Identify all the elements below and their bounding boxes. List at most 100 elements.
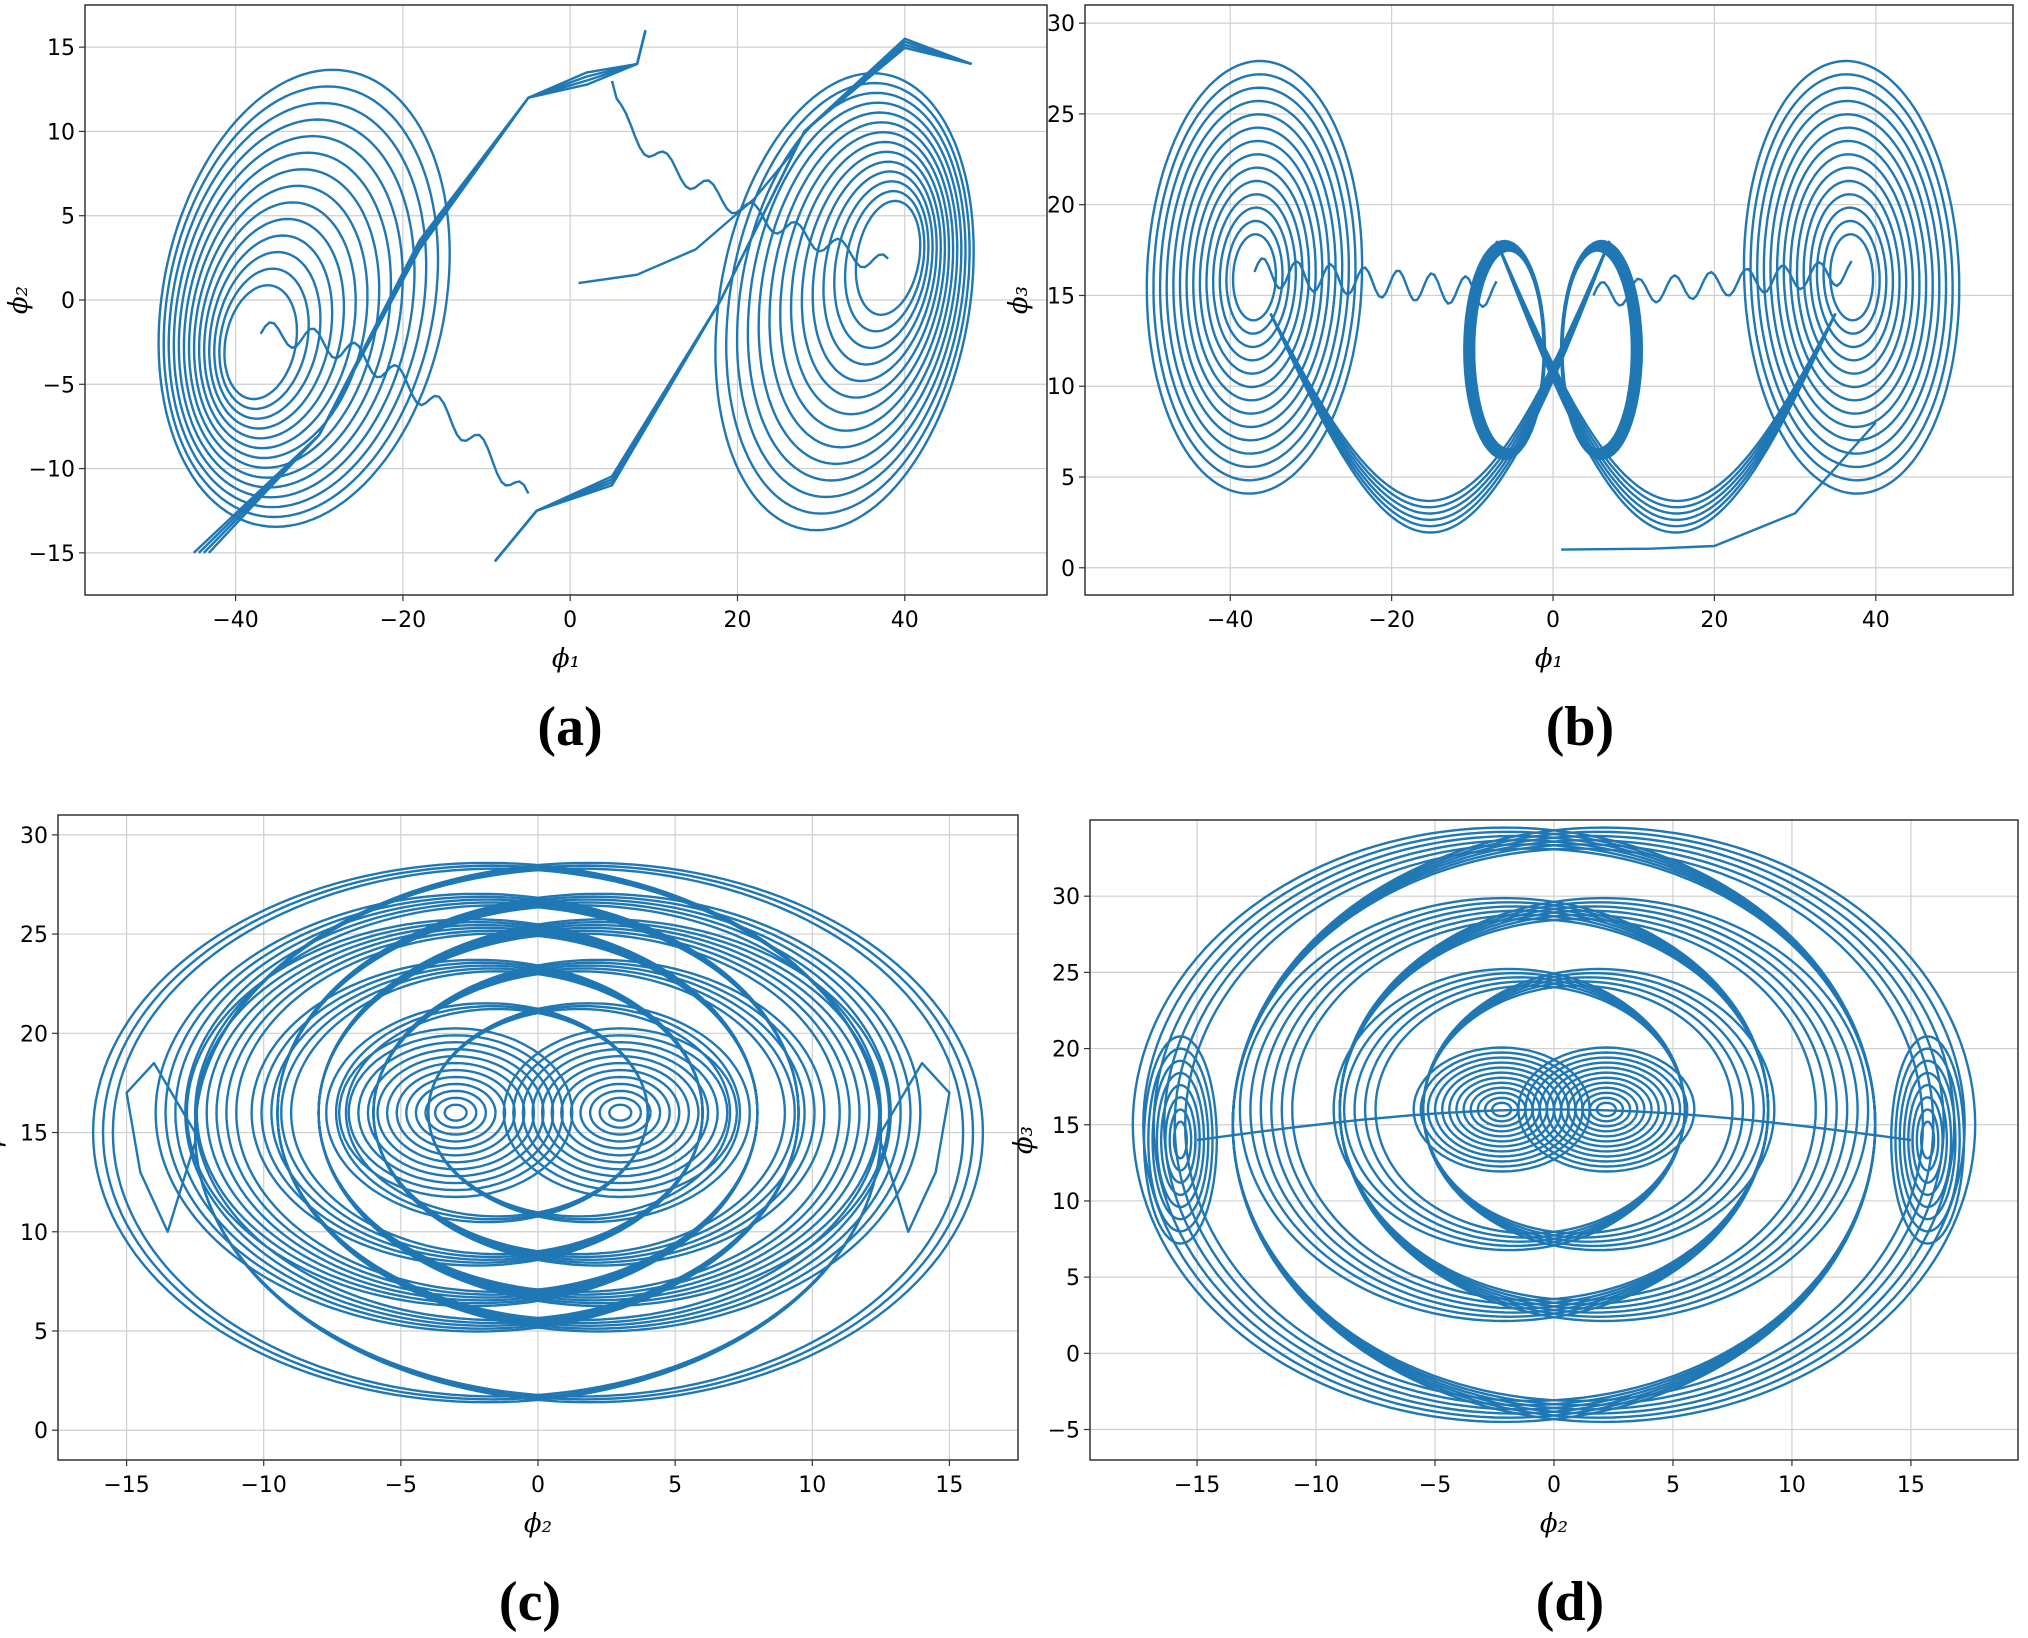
x-axis-label: ϕ₁ bbox=[1535, 644, 1563, 674]
y-tick-label: 25 bbox=[1047, 103, 1075, 128]
trajectory-line bbox=[1280, 913, 1770, 1306]
x-tick-label: 40 bbox=[1862, 608, 1890, 633]
trajectory-line bbox=[1495, 240, 1837, 503]
trajectory-line bbox=[337, 1027, 574, 1199]
trajectory-line bbox=[289, 970, 704, 1256]
y-axis-label: ϕ₃ bbox=[1009, 1126, 1039, 1154]
trajectory-line bbox=[1426, 1056, 1577, 1163]
trajectory-line bbox=[433, 1096, 478, 1129]
trajectory-line bbox=[164, 895, 800, 1330]
trajectory-line bbox=[1749, 73, 1954, 482]
trajectory-line bbox=[205, 923, 759, 1302]
trajectory-line bbox=[344, 1007, 649, 1218]
y-tick-label: 0 bbox=[34, 1419, 48, 1444]
trajectory-line bbox=[385, 1061, 526, 1164]
trajectory-line bbox=[512, 1034, 729, 1192]
trajectory-line bbox=[1756, 86, 1948, 469]
trajectory-line bbox=[218, 267, 310, 411]
trajectory-group bbox=[1131, 826, 1977, 1424]
trajectory-line bbox=[1178, 126, 1331, 429]
trajectory-line bbox=[1775, 126, 1928, 429]
trajectory-line bbox=[1158, 86, 1350, 469]
y-tick-label: 15 bbox=[47, 36, 75, 61]
x-tick-label: 0 bbox=[1546, 608, 1560, 633]
trajectory-line bbox=[372, 958, 826, 1267]
trajectory-line bbox=[203, 217, 346, 440]
trajectory-line bbox=[111, 867, 883, 1398]
trajectory-line bbox=[250, 958, 704, 1267]
trajectory-line bbox=[280, 967, 704, 1259]
x-tick-label: 5 bbox=[668, 1473, 682, 1498]
y-tick-label: 5 bbox=[1066, 1266, 1080, 1291]
x-tick-label: −10 bbox=[240, 1473, 286, 1498]
trajectory-line bbox=[1270, 909, 1770, 1310]
trajectory-line bbox=[325, 1002, 649, 1224]
trajectory-line bbox=[598, 1096, 643, 1129]
y-tick-label: 0 bbox=[1061, 557, 1075, 582]
trajectory-line bbox=[789, 140, 947, 416]
panel-label-a: (a) bbox=[537, 696, 603, 758]
trajectory-line bbox=[1911, 1096, 1944, 1184]
trajectory-line bbox=[768, 121, 955, 449]
trajectory-line bbox=[1829, 233, 1875, 322]
trajectory-line bbox=[207, 30, 647, 554]
trajectory-line bbox=[1795, 166, 1908, 389]
trajectory-line bbox=[427, 1002, 751, 1224]
x-axis-label: ϕ₁ bbox=[552, 644, 580, 674]
trajectory-line bbox=[608, 1103, 633, 1122]
trajectory-line bbox=[779, 131, 951, 432]
trajectory-line bbox=[1353, 976, 1687, 1243]
y-tick-label: 5 bbox=[1061, 466, 1075, 491]
y-tick-label: 10 bbox=[1052, 1190, 1080, 1215]
trajectory-line bbox=[1259, 905, 1770, 1314]
x-tick-label: −10 bbox=[1293, 1473, 1339, 1498]
trajectory-line bbox=[192, 184, 369, 460]
x-tick-label: 5 bbox=[1666, 1473, 1680, 1498]
chart-a: −40 −20 0 20 40 −15 −10 −5 0 5 10 15 ϕ₁ ϕ₂ bbox=[4, 4, 1048, 674]
trajectory-line bbox=[1592, 260, 1853, 307]
trajectory-line bbox=[1462, 1081, 1541, 1138]
trajectory-line bbox=[1173, 843, 1877, 1407]
trajectory-line bbox=[1894, 1047, 1961, 1233]
trajectory-line bbox=[1433, 1061, 1570, 1158]
x-tick-label: 10 bbox=[798, 1473, 826, 1498]
trajectory-line bbox=[531, 1048, 710, 1178]
trajectory-line bbox=[162, 85, 440, 519]
y-tick-label: 15 bbox=[1047, 284, 1075, 309]
trajectory-line bbox=[125, 1061, 197, 1233]
trajectory-line bbox=[1192, 153, 1317, 402]
trajectory-line bbox=[1742, 59, 1961, 495]
trajectory-line bbox=[357, 1041, 555, 1185]
trajectory-line bbox=[822, 170, 934, 366]
y-tick-label: 25 bbox=[1052, 961, 1080, 986]
x-tick-label: 10 bbox=[1778, 1473, 1806, 1498]
trajectory-line bbox=[493, 40, 973, 563]
trajectory-line bbox=[1172, 1120, 1188, 1160]
trajectory-line bbox=[1495, 240, 1837, 521]
trajectory-line bbox=[1374, 984, 1687, 1235]
trajectory-line bbox=[811, 160, 938, 383]
x-tick-label: 15 bbox=[935, 1473, 963, 1498]
trajectory-line bbox=[1168, 1108, 1193, 1172]
trajectory-line bbox=[1145, 59, 1364, 495]
gridlines bbox=[1085, 5, 2013, 595]
panel-c: −15 −10 −5 0 5 10 15 0 5 10 15 20 25 30 ϕ₂ ϕ₃ (c) bbox=[0, 790, 1060, 1638]
trajectory-line bbox=[317, 918, 891, 1308]
trajectory-line bbox=[1822, 219, 1881, 335]
y-tick-label: 10 bbox=[47, 120, 75, 145]
trajectory-line bbox=[502, 1027, 739, 1199]
trajectory-line bbox=[1898, 1059, 1957, 1221]
trajectory-line bbox=[1249, 901, 1770, 1318]
x-axis-label: ϕ₂ bbox=[524, 1509, 552, 1539]
trajectory-line bbox=[405, 1075, 507, 1150]
chart-d: −15 −10 −5 0 5 10 15 −5 0 5 10 15 20 25 30 ϕ₂ ϕ₃ bbox=[1009, 819, 2019, 1539]
trajectory-line bbox=[843, 189, 926, 333]
trajectory-line bbox=[195, 920, 759, 1305]
trajectory-line bbox=[1483, 1096, 1520, 1123]
trajectory-line bbox=[1762, 99, 1941, 455]
y-axis-label: ϕ₃ bbox=[0, 1123, 7, 1151]
trajectory-line bbox=[1920, 1120, 1936, 1160]
trajectory-line bbox=[260, 961, 704, 1264]
trajectory-group bbox=[91, 861, 985, 1404]
y-tick-label: 20 bbox=[1047, 194, 1075, 219]
